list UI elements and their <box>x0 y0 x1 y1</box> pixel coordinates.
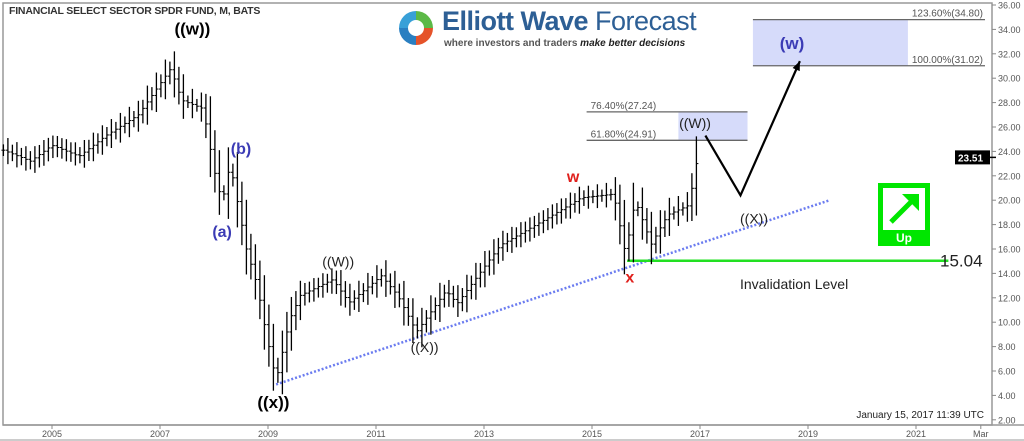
y-tick-label: 6.00 <box>998 367 1016 377</box>
y-tick-label: 8.00 <box>998 342 1016 352</box>
fib-label: 123.60%(34.80) <box>912 9 983 20</box>
y-tick-label: 2.00 <box>998 415 1016 425</box>
logo-name-bold: Elliott Wave <box>442 6 589 36</box>
logo-tagline-emphasis: make better decisions <box>580 38 686 49</box>
arrow-up-right-icon <box>889 194 919 224</box>
y-tick-label: 30.00 <box>998 74 1021 84</box>
wave-label: (b) <box>231 141 251 158</box>
y-tick-label: 22.00 <box>998 171 1021 181</box>
y-tick-label: 34.00 <box>998 25 1021 35</box>
y-tick-label: 24.00 <box>998 147 1021 157</box>
y-tick-label: 28.00 <box>998 98 1021 108</box>
x-tick-label: 2013 <box>474 429 494 439</box>
wave-label: ((W)) <box>322 253 354 269</box>
trendline <box>275 199 830 386</box>
logo-name-light: Forecast <box>595 6 697 36</box>
projection-path <box>704 60 801 198</box>
y-tick-label: 10.00 <box>998 318 1021 328</box>
x-tick-label: 2015 <box>582 429 602 439</box>
signal-up-box: Up <box>878 183 930 246</box>
fib-label: 100.00%(31.02) <box>912 55 983 66</box>
y-tick-label: 20.00 <box>998 196 1021 206</box>
logo-swirl-icon <box>399 11 433 45</box>
y-tick-label: 18.00 <box>998 220 1021 230</box>
x-tick-label: 2021 <box>906 429 926 439</box>
y-tick-label: 16.00 <box>998 245 1021 255</box>
x-tick-label: Mar <box>973 429 989 439</box>
logo-tagline: where investors and traders <box>444 38 578 49</box>
y-tick-label: 36.00 <box>998 1 1021 11</box>
y-tick-label: 12.00 <box>998 293 1021 303</box>
logo: Elliott Wave Forecast where investors an… <box>396 6 697 52</box>
timestamp: January 15, 2017 11:39 UTC <box>856 410 984 421</box>
chart-title: FINANCIAL SELECT SECTOR SPDR FUND, M, BA… <box>9 5 261 17</box>
x-tick-label: 2019 <box>798 429 818 439</box>
invalidation-value: 15.04 <box>940 252 983 271</box>
x-tick-label: 2005 <box>42 429 62 439</box>
fib-zone-box <box>752 19 908 66</box>
wave-label: ((w)) <box>174 20 210 39</box>
projection-arrowhead <box>792 61 800 72</box>
wave-label-target: (w) <box>780 34 805 53</box>
y-tick-label: 14.00 <box>998 269 1021 279</box>
fib-zone-box <box>678 111 748 141</box>
wave-label: ((X)) <box>740 211 768 227</box>
x-tick-label: 2009 <box>258 429 278 439</box>
x-tick-label: 2011 <box>366 429 385 439</box>
wave-label-target: ((W)) <box>679 115 711 131</box>
y-tick-label: 26.00 <box>998 123 1021 133</box>
fib-label: 61.80%(24.91) <box>591 129 657 140</box>
wave-label: (a) <box>212 224 232 241</box>
x-tick-label: 2017 <box>690 429 710 439</box>
wave-label: w <box>566 169 580 186</box>
wave-label: ((x)) <box>257 393 289 412</box>
y-tick-label: 32.00 <box>998 49 1021 59</box>
x-tick-label: 2007 <box>150 429 170 439</box>
fib-label: 76.40%(27.24) <box>591 101 657 112</box>
wave-label: x <box>625 269 634 286</box>
last-price-badge <box>955 150 990 165</box>
signal-label: Up <box>896 231 912 245</box>
wave-label: ((X)) <box>411 339 439 355</box>
last-price-value: 23.51 <box>958 153 983 164</box>
y-tick-label: 4.00 <box>998 391 1016 401</box>
invalidation-label: Invalidation Level <box>740 276 848 292</box>
